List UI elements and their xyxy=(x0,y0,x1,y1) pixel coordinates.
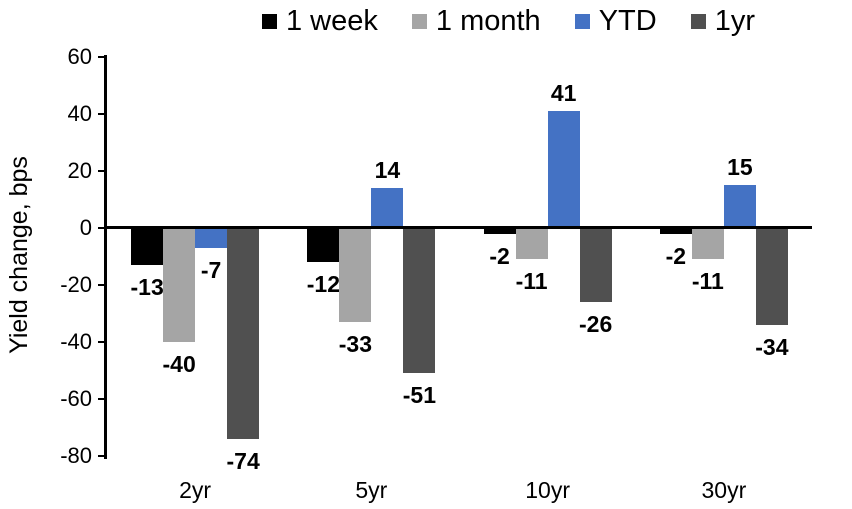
bar-value-label: -13 xyxy=(130,274,164,301)
bar-value-label: -2 xyxy=(489,242,510,269)
bar-value-label: -2 xyxy=(665,242,687,269)
y-tick-mark xyxy=(98,56,107,58)
y-tick-label: -60 xyxy=(60,386,92,411)
legend-label: YTD xyxy=(598,5,657,37)
bar-value-label: -74 xyxy=(226,447,260,474)
legend-label: 1 month xyxy=(435,5,541,37)
y-tick-mark xyxy=(98,455,107,457)
y-tick-label: 20 xyxy=(67,158,92,183)
x-axis-category-label: 5yr xyxy=(355,477,388,503)
x-axis-category-label: 30yr xyxy=(701,477,747,503)
y-axis-line xyxy=(104,55,107,459)
bar-value-label: -33 xyxy=(338,331,372,358)
x-axis-category-label: 2yr xyxy=(179,477,212,503)
bar-1yr-10yr xyxy=(579,228,612,303)
bar-value-label: -11 xyxy=(515,268,548,295)
y-tick-label: -20 xyxy=(60,272,92,297)
y-tick-mark xyxy=(98,113,107,115)
bar-1-week-10yr xyxy=(483,228,516,234)
legend-swatch-icon xyxy=(262,14,277,30)
x-axis-category-label: 10yr xyxy=(525,477,570,503)
bar-1-week-30yr xyxy=(659,228,692,234)
chart-legend: 1 week 1 month YTD 1yr xyxy=(262,5,755,38)
bar-value-label: -12 xyxy=(306,271,340,298)
y-tick-mark xyxy=(98,170,107,172)
bar-value-label: -34 xyxy=(755,333,789,360)
bar-value-label: 41 xyxy=(550,80,577,107)
y-tick-mark xyxy=(98,284,107,286)
legend-label: 1 week xyxy=(286,5,378,37)
bar-YTD-2yr xyxy=(195,228,228,248)
bar-value-label: -40 xyxy=(162,351,196,377)
bar-value-label: -11 xyxy=(691,268,724,295)
y-tick-label: 60 xyxy=(67,44,92,69)
legend-item: 1 month xyxy=(411,5,541,38)
x-axis-zero-line xyxy=(104,225,812,229)
bar-1-month-30yr xyxy=(691,228,724,260)
y-tick-mark xyxy=(98,341,107,343)
bar-1-week-5yr xyxy=(307,228,340,263)
legend-item: 1 week xyxy=(262,5,378,38)
bar-value-label: -7 xyxy=(200,256,222,283)
bar-YTD-5yr xyxy=(371,188,404,228)
y-tick-label: -40 xyxy=(60,329,92,354)
legend-item: 1yr xyxy=(690,5,755,38)
legend-swatch-icon xyxy=(574,14,590,30)
bar-1-week-2yr xyxy=(131,228,164,266)
bar-1-month-5yr xyxy=(339,228,372,323)
legend-label: 1yr xyxy=(714,5,755,37)
y-tick-label: 0 xyxy=(79,215,92,240)
legend-swatch-icon xyxy=(411,14,427,30)
bar-YTD-10yr xyxy=(547,111,580,228)
bar-value-label: -51 xyxy=(402,382,436,409)
bar-YTD-30yr xyxy=(723,185,756,228)
y-tick-mark xyxy=(98,227,107,229)
bar-value-label: 15 xyxy=(727,154,753,181)
legend-swatch-icon xyxy=(690,14,706,30)
bar-1yr-5yr xyxy=(403,228,436,374)
bar-1yr-30yr xyxy=(755,228,788,325)
bar-1-month-2yr xyxy=(163,228,196,342)
bar-1-month-10yr xyxy=(515,228,548,260)
y-tick-mark xyxy=(98,398,107,400)
y-tick-label: -80 xyxy=(60,443,92,468)
y-tick-label: 40 xyxy=(67,101,92,126)
bar-value-label: -26 xyxy=(579,311,613,338)
bar-1yr-2yr xyxy=(227,228,260,439)
legend-item: YTD xyxy=(574,5,657,38)
bar-value-label: 14 xyxy=(374,157,401,184)
